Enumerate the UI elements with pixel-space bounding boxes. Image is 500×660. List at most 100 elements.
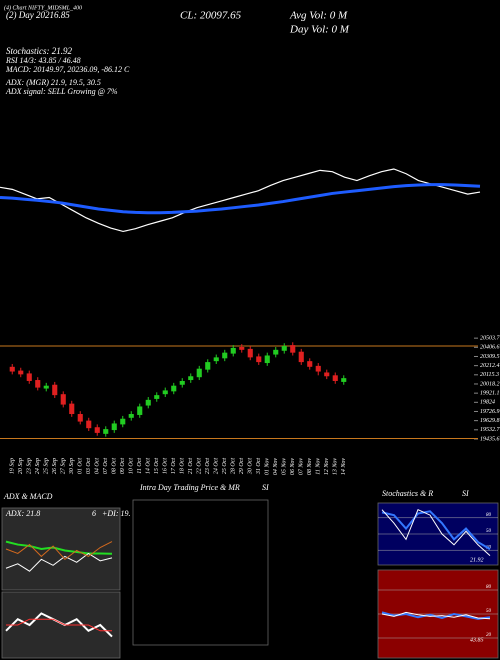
candle-body	[298, 351, 304, 363]
x-tick-label: 30 Oct	[248, 458, 254, 475]
x-tick-label: 24 Sep	[34, 458, 41, 474]
candle-body	[111, 423, 117, 431]
candle-body	[171, 385, 177, 392]
candle-body	[307, 361, 313, 367]
candle-body	[222, 352, 228, 359]
panel-title: ADX & MACD	[3, 492, 53, 501]
x-tick-label: 14 Oct	[145, 458, 152, 474]
x-tick-label: 20 Sep	[18, 458, 24, 474]
indicator-line	[5, 540, 113, 555]
x-tick-label: 23 Sep	[27, 458, 33, 474]
candle-body	[162, 390, 168, 395]
price-line	[0, 168, 481, 233]
x-tick-label: 09 Oct	[120, 458, 126, 474]
candle-body	[341, 378, 347, 382]
x-tick-label: 28 Oct	[231, 458, 237, 474]
candle-body	[43, 385, 49, 389]
candle-body	[188, 376, 194, 381]
x-tick-label: 07 Nov	[299, 458, 305, 476]
header-text: (2) Day 20216.85	[6, 10, 70, 20]
x-tick-label: 18 Oct	[180, 458, 186, 474]
panel-title: Stochastics & R	[382, 489, 433, 498]
x-tick-label: 11 Oct	[137, 458, 143, 474]
candle-body	[137, 406, 143, 415]
candle-body	[94, 427, 100, 433]
x-tick-label: 17 Oct	[171, 458, 177, 474]
y-tick-label: 50	[486, 609, 492, 614]
panel-annotation: 21.92	[470, 557, 484, 563]
y-tick-label: 20406.6	[480, 344, 500, 351]
x-tick-label: 26 Sep	[52, 458, 58, 474]
x-tick-label: 03 Oct	[86, 458, 92, 474]
x-tick-label: 04 Oct	[94, 458, 101, 474]
x-tick-label: 01 Nov	[265, 458, 271, 476]
y-tick-label: 20309.5	[480, 354, 500, 360]
candle-body	[256, 356, 262, 363]
y-tick-label: 20115.3	[480, 372, 499, 378]
header-text: ADX signal: SELL Growing @ 7%	[5, 87, 118, 96]
x-tick-label: 10 Oct	[129, 458, 135, 474]
x-tick-label: 31 Oct	[256, 458, 262, 475]
panel-subtitle: SI	[462, 489, 469, 498]
candle-body	[52, 384, 58, 396]
indicator-line	[381, 509, 491, 556]
x-tick-label: 04 Nov	[272, 458, 279, 476]
y-tick-label: 20	[486, 633, 492, 638]
x-tick-label: 16 Oct	[163, 458, 169, 474]
panel	[132, 499, 269, 646]
candle-body	[9, 366, 15, 372]
candle-body	[281, 346, 287, 351]
candle-body	[26, 373, 32, 381]
indicator-line	[6, 618, 112, 632]
y-tick-label: 20018.2	[480, 381, 500, 387]
candle-body	[290, 345, 296, 353]
x-tick-label: 05 Nov	[282, 458, 288, 476]
header-text: CL: 20097.65	[180, 10, 242, 22]
candle-body	[239, 346, 245, 350]
y-tick-label: 80	[486, 585, 492, 590]
candle-body	[213, 357, 219, 362]
candle-body	[205, 362, 211, 370]
candle-body	[18, 370, 24, 375]
y-tick-label: 19921.1	[480, 391, 500, 397]
candle-body	[120, 418, 126, 425]
indicator-line	[5, 541, 113, 561]
y-tick-label: 19726.9	[480, 409, 500, 415]
x-tick-label: 15 Oct	[154, 458, 160, 474]
x-tick-label: 11 Nov	[316, 458, 322, 475]
header-text: (4) Chart NIFTY_MIDSML_400	[4, 4, 82, 11]
y-tick-label: 19824	[480, 399, 495, 406]
candle-body	[145, 399, 151, 406]
x-tick-label: 14 Nov	[340, 458, 347, 476]
candle-body	[315, 365, 321, 372]
candle-body	[273, 349, 279, 355]
candle-body	[60, 394, 66, 405]
y-tick-label: 20503.7	[480, 336, 500, 342]
panel-annotation: 43.85	[470, 636, 484, 643]
x-tick-label: 25 Oct	[222, 458, 228, 474]
header-text: MACD: 20149.97, 20236.09, -86.12 C	[5, 65, 130, 74]
header-text: RSI 14/3: 43.85 / 46.48	[5, 56, 81, 65]
x-tick-label: 23 Oct	[205, 458, 211, 474]
candle-body	[230, 347, 236, 354]
candle-body	[264, 355, 270, 364]
indicator-line	[381, 611, 491, 620]
x-tick-label: 24 Oct	[213, 458, 220, 474]
indicator-line	[381, 510, 491, 550]
x-tick-label: 19 Sep	[10, 458, 16, 474]
indicator-line	[5, 552, 113, 572]
y-tick-label: 19435.6	[480, 435, 500, 442]
header-text: Avg Vol: 0 M	[289, 10, 348, 22]
panel-annotation: ADX: 21.8	[5, 509, 40, 518]
candle-body	[77, 414, 83, 422]
candle-body	[128, 414, 134, 418]
candle-body	[247, 348, 253, 358]
candle-body	[35, 380, 41, 388]
y-tick-label: 20212.4	[480, 362, 500, 369]
x-tick-label: 13 Nov	[333, 458, 339, 476]
candle-body	[179, 380, 185, 385]
x-tick-label: 25 Sep	[44, 458, 50, 474]
candle-body	[196, 368, 202, 378]
x-tick-label: 30 Sep	[69, 458, 75, 475]
header-text: Stochastics: 21.92	[6, 46, 72, 56]
